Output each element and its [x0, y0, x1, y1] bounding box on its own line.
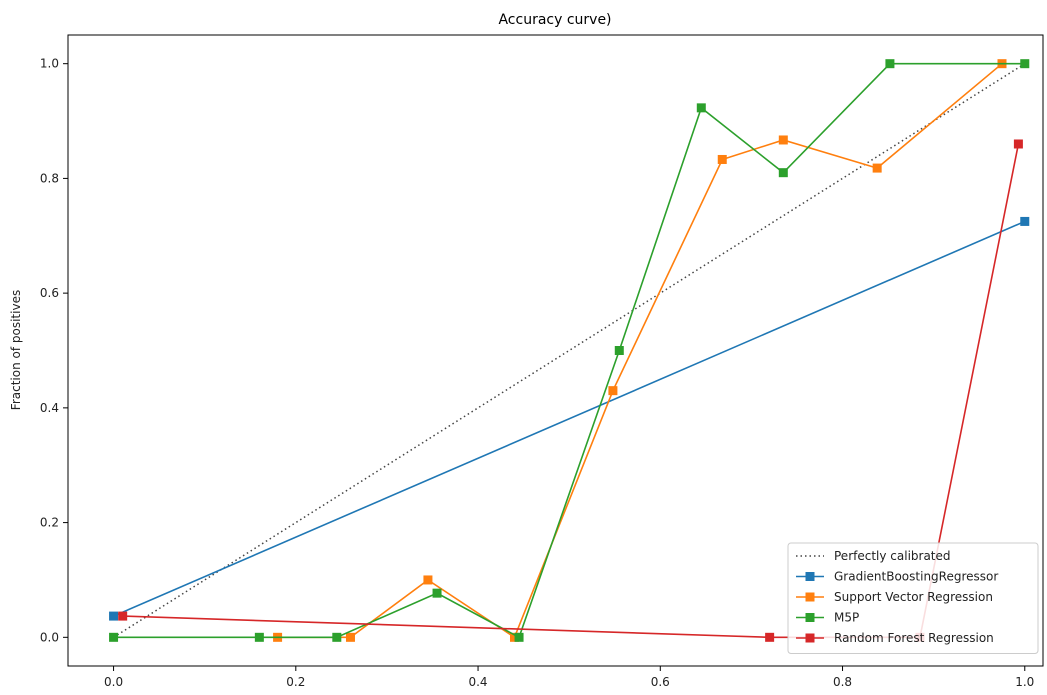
series-line [113, 62, 1025, 639]
plot-area [67, 34, 1044, 667]
y-tick-label: 0.4 [40, 401, 59, 415]
series-m5p [109, 59, 1030, 642]
data-point [254, 632, 264, 642]
legend-marker [805, 633, 815, 643]
data-point [717, 154, 727, 164]
x-tick-label: 0.0 [104, 675, 123, 689]
x-tick-label: 1.0 [1015, 675, 1034, 689]
data-point [332, 632, 342, 642]
data-point [1013, 139, 1023, 149]
legend-box [787, 542, 1039, 654]
legend-label: Random Forest Regression [834, 631, 994, 645]
data-point [608, 386, 618, 396]
data-point [345, 632, 355, 642]
legend-item: Random Forest Regression [796, 631, 994, 645]
data-point [118, 611, 128, 621]
data-point [885, 59, 895, 69]
data-point [696, 103, 706, 113]
data-point [765, 632, 775, 642]
x-tick-label: 0.4 [468, 675, 487, 689]
legend-label: Perfectly calibrated [834, 549, 951, 563]
legend-item: Support Vector Regression [796, 590, 993, 604]
y-tick-label: 0.0 [40, 630, 59, 644]
x-tick-label: 0.6 [651, 675, 670, 689]
y-tick-label: 0.8 [40, 171, 59, 185]
y-axis: 0.0 0.2 0.4 0.6 0.8 1.0 [40, 57, 68, 644]
data-point [432, 588, 442, 598]
plot-frame [67, 34, 1044, 667]
legend-marker [805, 592, 815, 602]
data-point [423, 575, 433, 585]
data-point [614, 346, 624, 355]
legend-marker [805, 613, 815, 622]
y-tick-label: 0.6 [40, 286, 59, 300]
data-point [1020, 216, 1030, 226]
y-tick-label: 1.0 [40, 57, 59, 71]
series-line [113, 220, 1026, 617]
legend-item: GradientBoostingRegressor [796, 570, 998, 584]
data-point [509, 632, 519, 642]
x-tick-label: 0.2 [286, 675, 305, 689]
legend: Perfectly calibrated GradientBoostingRegr… [787, 542, 1039, 654]
legend-marker [805, 572, 815, 581]
data-point [872, 163, 882, 173]
legend-label: Support Vector Regression [834, 590, 993, 604]
x-tick-label: 0.8 [833, 675, 852, 689]
series-layer [109, 59, 1030, 642]
data-point [109, 632, 119, 642]
y-axis-label: Fraction of positives [9, 290, 23, 410]
chart-title: Accuracy curve) [498, 12, 611, 28]
legend-item: Perfectly calibrated [796, 549, 951, 563]
legend-item: M5P [796, 611, 859, 625]
data-point [514, 632, 524, 642]
series-gradientboostingregressor [109, 216, 1030, 621]
data-point [778, 135, 788, 145]
data-point [1020, 59, 1030, 69]
data-point [109, 611, 119, 621]
data-point [778, 168, 788, 178]
legend-label: M5P [834, 611, 859, 625]
x-axis: 0.0 0.2 0.4 0.6 0.8 1.0 [104, 666, 1034, 689]
y-tick-label: 0.2 [40, 516, 59, 530]
legend-label: GradientBoostingRegressor [834, 570, 998, 584]
